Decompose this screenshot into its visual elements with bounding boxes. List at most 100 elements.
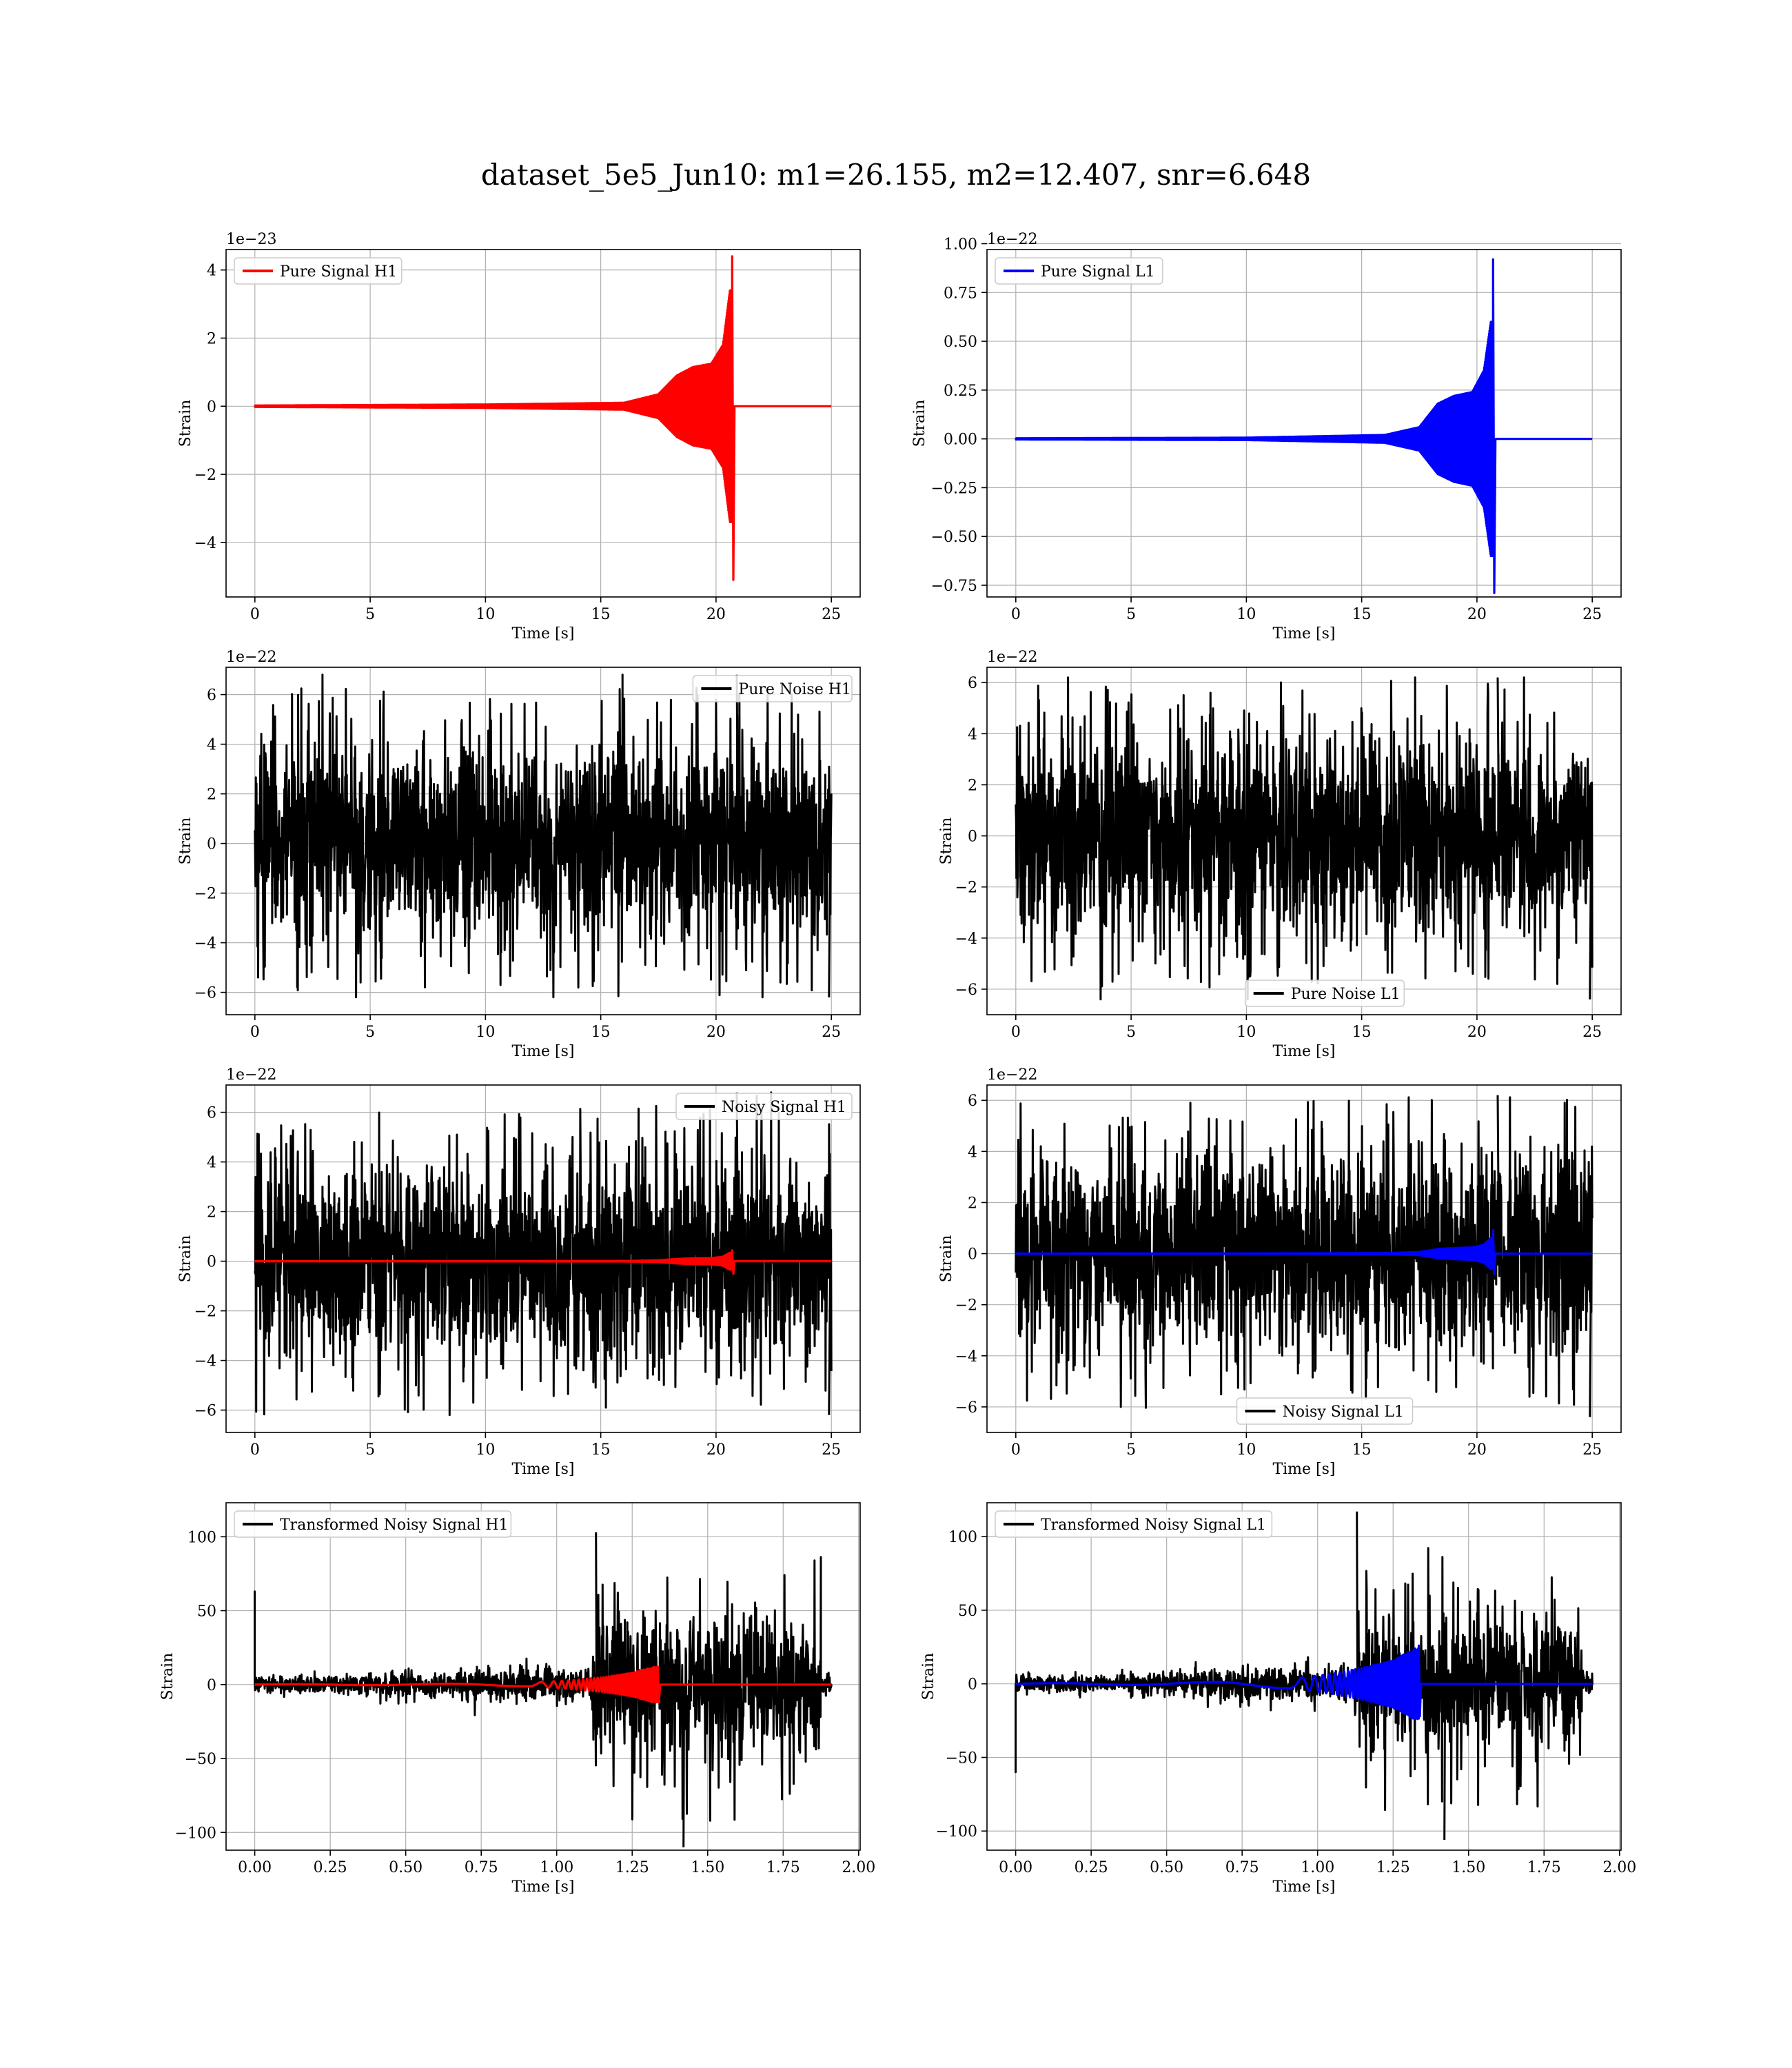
legend-box xyxy=(692,675,853,702)
y-offset-label: 1e−22 xyxy=(987,649,1037,666)
legend-label: Pure Noise L1 xyxy=(1291,986,1401,1003)
y-tick-label: 0.75 xyxy=(944,285,977,302)
legend-label: Transformed Noisy Signal L1 xyxy=(1041,1517,1266,1534)
x-tick-label: 10 xyxy=(476,606,495,623)
y-tick-label: −4 xyxy=(955,931,977,948)
legend: Transformed Noisy Signal H1 xyxy=(234,1510,512,1538)
x-tick-label: 10 xyxy=(476,1024,495,1041)
legend-label: Transformed Noisy Signal H1 xyxy=(280,1517,509,1534)
y-tick-label: −4 xyxy=(194,935,216,953)
signal-series xyxy=(254,1665,832,1704)
y-tick-label: −2 xyxy=(955,1297,977,1315)
x-tick-label: 0 xyxy=(1011,1024,1021,1041)
y-tick-label: −4 xyxy=(955,1348,977,1366)
x-tick-label: 5 xyxy=(365,1441,375,1459)
y-tick-label: 100 xyxy=(187,1529,216,1546)
x-tick-label: 20 xyxy=(1467,1441,1487,1459)
legend-box xyxy=(995,1510,1273,1538)
legend: Noisy Signal H1 xyxy=(675,1093,853,1120)
whitened-series xyxy=(254,1532,833,1847)
x-tick-label: 5 xyxy=(365,1024,375,1041)
x-axis-label: Time [s] xyxy=(1272,1043,1335,1060)
x-tick-label: 1.25 xyxy=(1376,1859,1410,1876)
y-tick-label: −100 xyxy=(936,1823,977,1841)
axes-frame xyxy=(225,667,861,1015)
y-offset-label: 1e−23 xyxy=(226,231,276,248)
legend-label: Pure Signal H1 xyxy=(280,263,397,281)
x-tick-label: 1.75 xyxy=(1527,1859,1561,1876)
x-axis-label: Time [s] xyxy=(511,1878,574,1896)
signal-series xyxy=(1015,258,1593,594)
signal-series xyxy=(1015,1644,1593,1721)
y-tick-label: −2 xyxy=(194,1304,216,1321)
y-tick-label: 4 xyxy=(207,1155,216,1172)
y-axis-label: Strain xyxy=(938,1235,955,1283)
legend: Pure Signal L1 xyxy=(995,257,1163,285)
x-tick-label: 0 xyxy=(250,1024,260,1041)
y-axis-label: Strain xyxy=(938,818,955,865)
legend-label: Pure Noise H1 xyxy=(738,681,851,698)
legend-box xyxy=(1244,980,1405,1007)
x-tick-label: 1.00 xyxy=(540,1859,573,1876)
legend-box xyxy=(234,257,403,285)
x-tick-label: 10 xyxy=(476,1441,495,1459)
legend-label: Noisy Signal L1 xyxy=(1283,1403,1404,1421)
y-tick-label: −6 xyxy=(955,1399,977,1417)
x-tick-label: 20 xyxy=(1467,606,1487,623)
figure-title: dataset_5e5_Jun10: m1=26.155, m2=12.407,… xyxy=(481,158,1311,192)
x-tick-label: 0 xyxy=(250,606,260,623)
y-tick-label: 0.50 xyxy=(944,334,977,351)
y-tick-label: 0 xyxy=(207,1254,216,1271)
x-tick-label: 1.50 xyxy=(1452,1859,1485,1876)
x-tick-label: 15 xyxy=(1352,606,1372,623)
x-tick-label: 20 xyxy=(706,1024,726,1041)
y-tick-label: 2 xyxy=(968,1195,977,1212)
x-tick-label: 20 xyxy=(1467,1024,1487,1041)
y-tick-label: −0.75 xyxy=(931,578,977,595)
x-tick-label: 25 xyxy=(822,1024,841,1041)
x-tick-label: 5 xyxy=(1126,1441,1136,1459)
y-axis-label: Strain xyxy=(177,1235,194,1283)
signal-series xyxy=(1015,1228,1593,1275)
signal-series xyxy=(254,1249,832,1275)
x-axis-label: Time [s] xyxy=(1272,625,1335,642)
legend-box xyxy=(234,1510,512,1538)
y-tick-label: −2 xyxy=(194,467,216,484)
y-axis-label: Strain xyxy=(177,818,194,865)
y-tick-label: 4 xyxy=(207,263,216,280)
y-tick-label: 0 xyxy=(207,836,216,853)
x-tick-label: 2.00 xyxy=(842,1859,875,1876)
x-tick-label: 0.75 xyxy=(465,1859,498,1876)
y-tick-label: −100 xyxy=(175,1825,216,1842)
x-tick-label: 25 xyxy=(1582,606,1602,623)
x-tick-label: 0 xyxy=(1011,606,1021,623)
x-tick-label: 25 xyxy=(822,1441,841,1459)
subplot-8: 0.00 0.25 0.50 0.75 1.00 1.25 1.50 1.75 2.00 −100… xyxy=(920,1502,1636,1896)
legend-box xyxy=(675,1093,853,1120)
plot-area xyxy=(1015,676,1594,1001)
axes-frame xyxy=(225,249,861,598)
x-tick-label: 10 xyxy=(1236,1024,1256,1041)
x-tick-label: 5 xyxy=(365,606,375,623)
y-tick-label: −2 xyxy=(194,886,216,903)
subplot-7: 0.00 0.25 0.50 0.75 1.00 1.25 1.50 1.75 2.00 −100… xyxy=(159,1502,875,1896)
x-tick-label: 1.50 xyxy=(691,1859,724,1876)
y-tick-label: −0.25 xyxy=(931,480,977,497)
axes-frame xyxy=(225,1084,861,1433)
x-tick-label: 15 xyxy=(1352,1441,1372,1459)
legend: Pure Noise H1 xyxy=(692,675,853,702)
y-tick-label: 50 xyxy=(958,1603,977,1620)
whitened-series xyxy=(1015,1511,1594,1841)
x-tick-label: 0.25 xyxy=(1075,1859,1108,1876)
y-tick-label: 4 xyxy=(968,726,977,743)
y-tick-label: −6 xyxy=(194,985,216,1002)
x-tick-label: 15 xyxy=(1352,1024,1372,1041)
y-tick-label: 6 xyxy=(968,1093,977,1110)
signal-series xyxy=(254,255,832,581)
subplot-4: 0 5 10 15 20 25 −6 −4 −2 0 2 4 6 Time [s] Strain 1e−22 P… xyxy=(938,649,1622,1060)
y-offset-label: 1e−22 xyxy=(987,1066,1037,1084)
y-axis-label: Strain xyxy=(911,400,928,447)
x-tick-label: 1.25 xyxy=(615,1859,649,1876)
y-tick-label: 1.00 xyxy=(944,236,977,254)
x-tick-label: 5 xyxy=(1126,606,1136,623)
